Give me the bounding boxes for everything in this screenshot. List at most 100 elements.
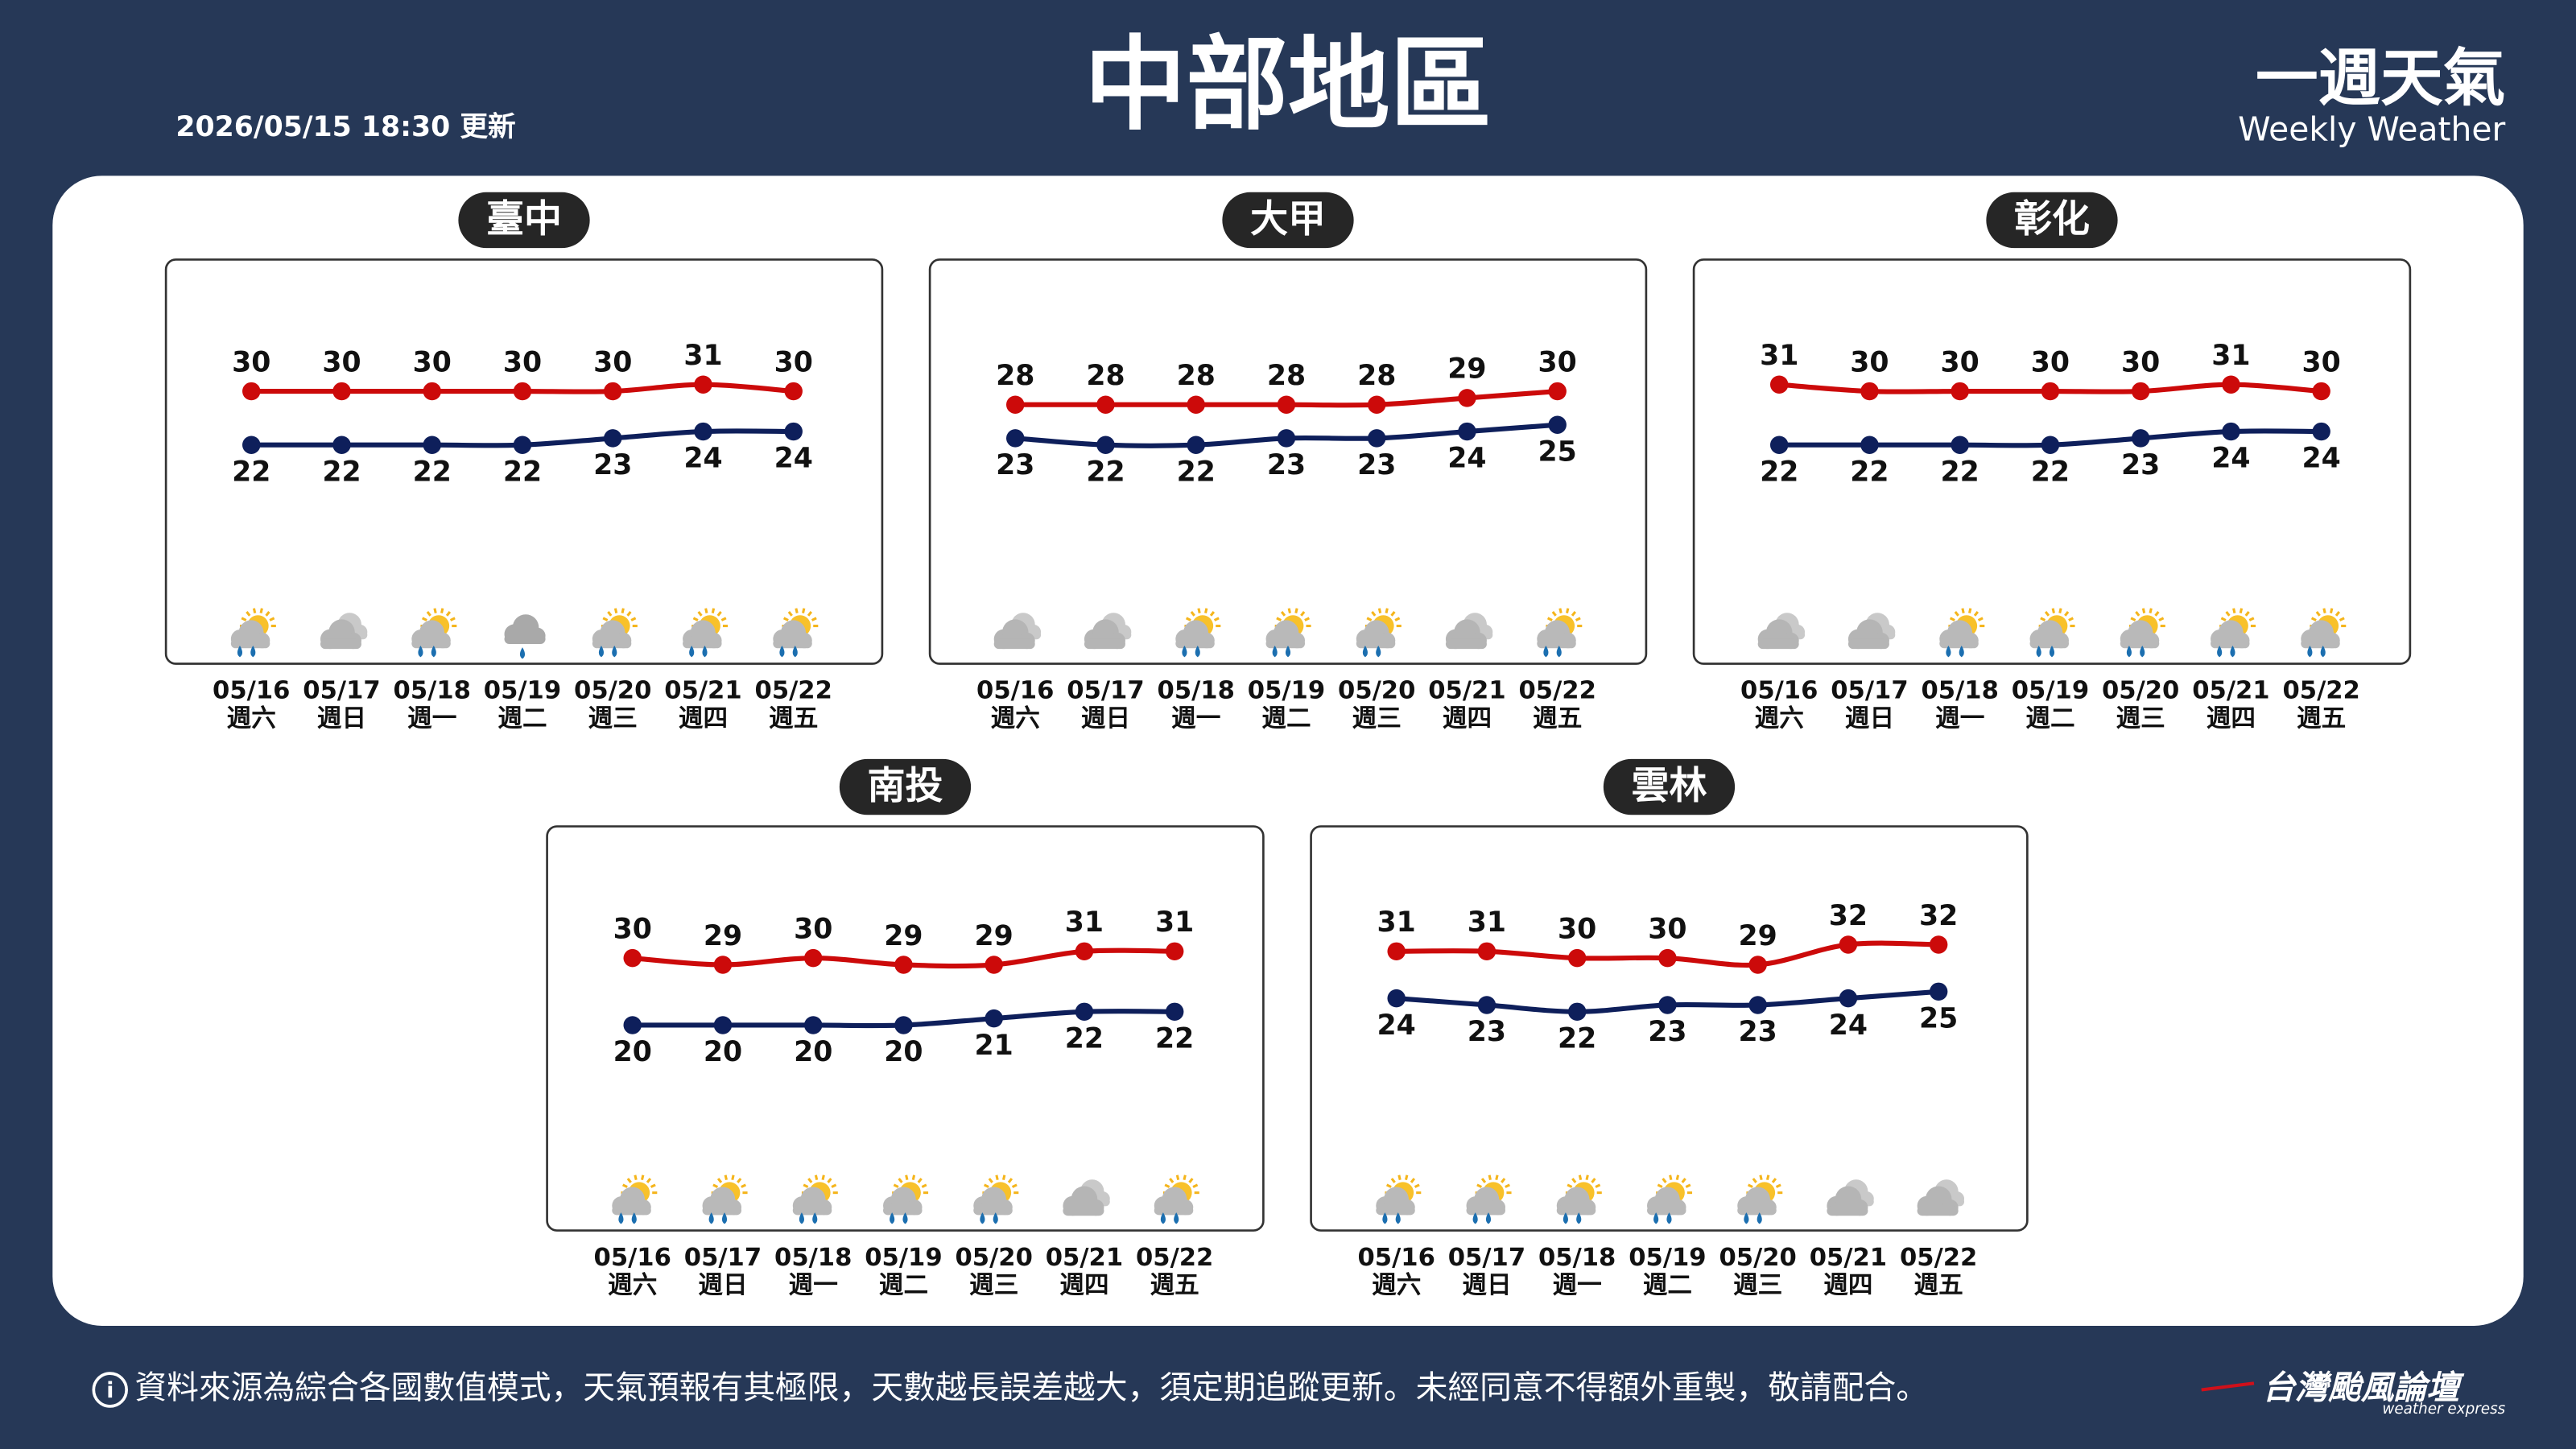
value-label: 30	[774, 346, 813, 378]
value-label: 24	[1377, 1009, 1416, 1042]
value-label: 25	[1919, 1002, 1958, 1034]
value-label: 20	[704, 1036, 742, 1068]
temperature-point	[985, 956, 1003, 974]
sun-ray	[737, 1178, 742, 1183]
sun-ray	[898, 1178, 903, 1183]
sun-ray	[2225, 611, 2231, 617]
value-label: 32	[1919, 900, 1958, 932]
cloud-part	[230, 638, 270, 649]
weather-icon	[1737, 1174, 1783, 1224]
value-label: 30	[2031, 346, 2070, 378]
cloud-part	[1827, 1205, 1868, 1216]
sun-ray	[621, 608, 625, 613]
value-label: 29	[1447, 353, 1486, 386]
sun-ray	[1595, 1183, 1601, 1188]
sun-ray	[814, 1174, 819, 1181]
cloud-part	[592, 638, 632, 649]
rain-drop	[1182, 646, 1187, 658]
sun-ray	[2239, 608, 2244, 613]
sun-ray	[1752, 1178, 1757, 1183]
rain-drop	[2217, 646, 2223, 658]
sun-ray	[1775, 1183, 1781, 1188]
rain-drop	[902, 1212, 908, 1224]
temperature-point	[1387, 942, 1406, 961]
weekday-label: 週四	[679, 704, 728, 733]
rain-drop	[1376, 646, 1381, 658]
sun-ray	[1558, 608, 1563, 613]
sun-ray	[1591, 1178, 1596, 1183]
sun-ray	[2232, 608, 2236, 613]
cloud-part	[612, 1205, 651, 1216]
value-label: 22	[322, 456, 361, 488]
value-label: 23	[1357, 449, 1396, 481]
rain-drop	[612, 646, 617, 658]
value-label: 22	[1086, 456, 1125, 488]
temperature-point	[1548, 382, 1567, 401]
sun-ray	[1949, 617, 1955, 621]
weather-icon	[2211, 608, 2256, 658]
sun-ray	[807, 611, 813, 617]
value-label: 31	[1760, 340, 1798, 372]
temperature-point	[1165, 942, 1184, 961]
value-label: 30	[794, 913, 832, 945]
x-tick-label: 05/17	[684, 1244, 762, 1272]
sun-ray	[650, 1183, 656, 1188]
weather-icon	[683, 608, 729, 658]
weather-icon	[1466, 1174, 1512, 1224]
x-tick-label: 05/19	[1248, 677, 1325, 705]
temperature-point	[623, 1016, 642, 1034]
sun-ray	[2044, 611, 2050, 617]
weekday-label: 週六	[991, 704, 1040, 733]
sun-ray	[2130, 617, 2136, 621]
value-label: 31	[683, 340, 722, 372]
sun-ray	[716, 611, 722, 617]
sun-ray	[716, 1178, 723, 1183]
sun-ray	[607, 611, 613, 617]
value-label: 30	[1558, 913, 1596, 945]
rain-drop	[2230, 646, 2235, 658]
value-label: 30	[2121, 346, 2160, 378]
weather-icon	[1757, 613, 1806, 650]
sun-ray	[1169, 1178, 1174, 1183]
weather-icon	[1175, 608, 1221, 658]
weekday-label: 週一	[1553, 1271, 1602, 1299]
temperature-point	[803, 1016, 823, 1034]
location-name: 大甲	[1250, 197, 1326, 242]
cloud-part	[1063, 1205, 1104, 1216]
weather-icon	[1647, 1174, 1693, 1224]
weather-icon	[592, 608, 638, 658]
sun-ray	[269, 617, 275, 621]
value-label: 29	[975, 920, 1013, 952]
temperature-point	[1839, 935, 1858, 954]
brand-en: Weekly Weather	[2238, 109, 2505, 148]
weekday-label: 週二	[497, 704, 547, 733]
weekday-label: 週一	[1171, 704, 1220, 733]
weekday-label: 週六	[608, 1271, 657, 1299]
temperature-point	[1567, 948, 1587, 968]
value-label: 22	[1558, 1022, 1596, 1055]
sun-ray	[1967, 608, 1972, 613]
cloud-part	[504, 634, 546, 644]
temperature-point	[242, 436, 261, 454]
sun-ray	[626, 611, 632, 617]
sun-ray	[1377, 608, 1382, 613]
sun-ray	[646, 1178, 652, 1183]
sun-ray	[692, 617, 699, 621]
sun-ray	[2051, 608, 2055, 613]
sun-ray	[1280, 611, 1286, 617]
rain-drop	[1543, 646, 1549, 658]
rain-drop	[708, 1212, 714, 1224]
weekday-label: 週四	[1059, 1271, 1108, 1299]
value-label: 21	[975, 1030, 1013, 1062]
cloud-part	[1847, 638, 1889, 650]
x-tick-label: 05/22	[755, 677, 832, 705]
temperature-point	[2041, 436, 2060, 454]
weather-icon	[1556, 1174, 1602, 1224]
panel-frame	[164, 258, 884, 665]
sun-ray	[2058, 608, 2062, 613]
sun-ray	[697, 611, 703, 617]
weekday-label: 週四	[2207, 704, 2256, 733]
rain-drop	[702, 646, 708, 658]
sun-ray	[630, 617, 637, 621]
sun-ray	[827, 1178, 832, 1183]
